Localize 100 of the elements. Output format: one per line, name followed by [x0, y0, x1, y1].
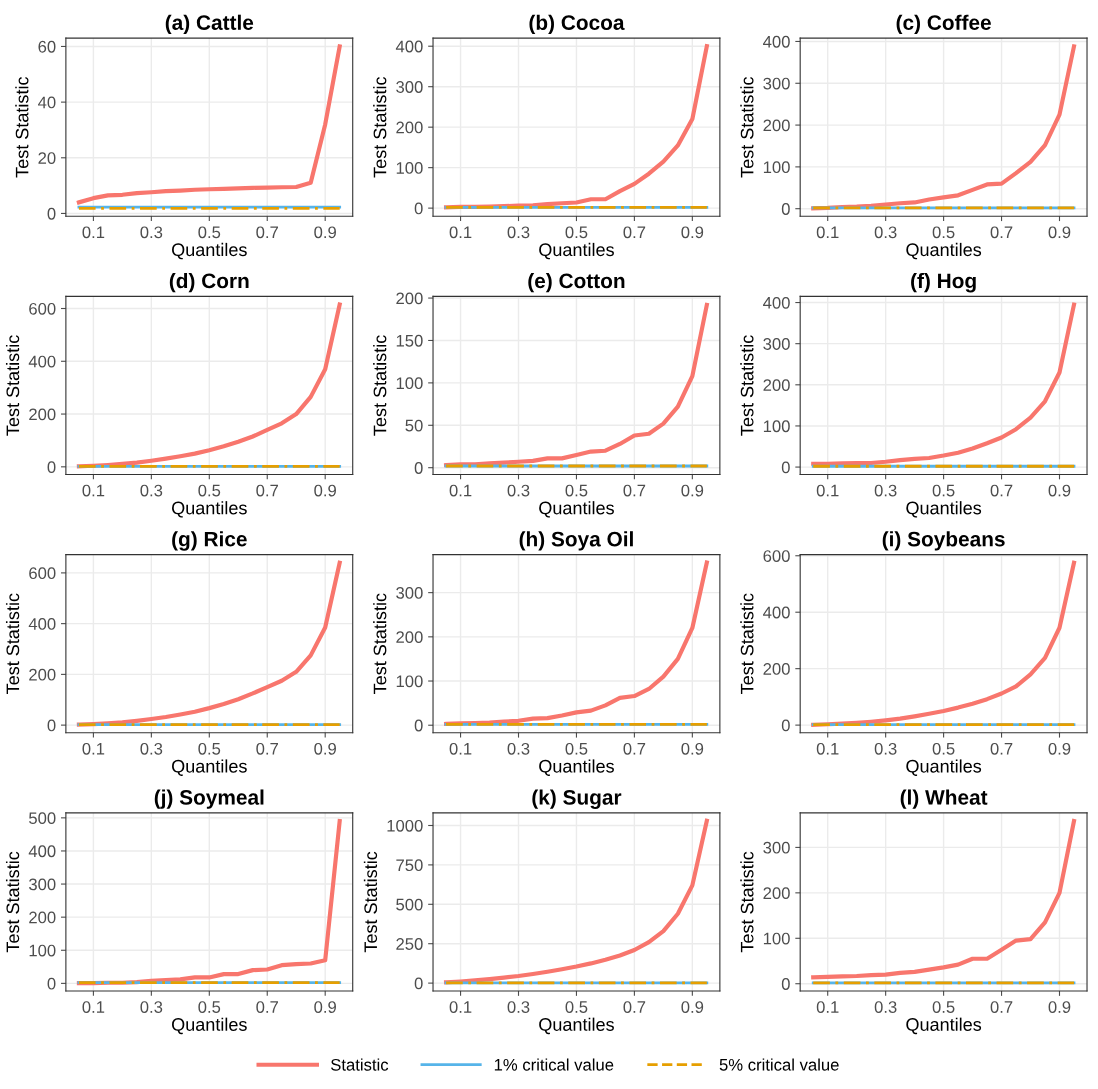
y-tick-label: 200 — [396, 121, 423, 134]
y-tick-label: 150 — [396, 334, 423, 347]
x-tick-label: 0.9 — [681, 226, 704, 239]
y-axis-title: Test Statistic — [740, 76, 754, 178]
x-tick-label: 0.9 — [314, 484, 336, 497]
y-tick-label: 200 — [29, 408, 56, 421]
y-tick-label: 100 — [29, 944, 56, 957]
x-axis-title: Quantiles — [172, 501, 247, 518]
x-tick-label: 0.9 — [1048, 226, 1071, 239]
y-axis-title: Test Statistic — [5, 593, 20, 694]
y-axis-title: Test Statistic — [740, 851, 754, 953]
x-tick-label: 0.3 — [874, 484, 897, 497]
y-tick-label: 100 — [763, 932, 790, 945]
x-tick-label: 0.3 — [874, 742, 897, 755]
chart-title: (c) Coffee — [896, 14, 991, 35]
x-tick-label: 0.5 — [932, 1001, 955, 1013]
x-tick-label: 0.3 — [507, 484, 530, 497]
y-tick-label: 200 — [763, 663, 790, 675]
y-tick-label: 750 — [396, 859, 423, 872]
y-axis-title: Test Statistic — [373, 76, 387, 178]
x-tick-label: 0.5 — [198, 742, 221, 755]
y-tick-label: 400 — [763, 35, 790, 48]
x-tick-label: 0.1 — [449, 742, 472, 755]
x-tick-label: 0.9 — [1048, 484, 1071, 497]
y-tick-label: 0 — [47, 977, 56, 990]
y-tick-label: 200 — [29, 668, 56, 681]
x-axis-title: Quantiles — [172, 242, 247, 260]
chart-title: (k) Sugar — [532, 789, 622, 809]
y-tick-label: 0 — [781, 203, 790, 215]
y-tick-label: 40 — [38, 96, 56, 109]
x-axis-title: Quantiles — [172, 1017, 247, 1035]
chart-title: (g) Rice — [172, 531, 247, 551]
y-tick-label: 1000 — [387, 819, 423, 832]
y-tick-label: 100 — [396, 162, 423, 174]
y-axis-title: Test Statistic — [373, 335, 387, 436]
y-tick-label: 200 — [763, 887, 790, 900]
y-tick-label: 300 — [396, 587, 423, 599]
chart-title: (j) Soymeal — [154, 789, 264, 809]
x-tick-label: 0.1 — [449, 1001, 472, 1013]
y-tick-label: 300 — [763, 338, 790, 350]
x-tick-label: 0.1 — [816, 742, 839, 755]
chart-title: (a) Cattle — [165, 14, 254, 35]
x-tick-label: 0.9 — [681, 484, 704, 497]
x-axis-title: Quantiles — [539, 1017, 614, 1035]
chart-title: (e) Cotton — [528, 272, 625, 293]
x-tick-label: 0.5 — [565, 742, 588, 755]
x-tick-label: 0.3 — [140, 1001, 163, 1013]
x-tick-label: 0.1 — [816, 226, 839, 239]
chart-title: (h) Soya Oil — [519, 531, 633, 551]
x-axis-title: Quantiles — [906, 242, 982, 260]
y-tick-label: 300 — [28, 878, 56, 891]
x-tick-label: 0.7 — [990, 226, 1013, 239]
x-tick-label: 0.5 — [198, 226, 221, 239]
x-tick-label: 0.1 — [82, 226, 105, 239]
y-tick-label: 250 — [396, 938, 423, 950]
x-axis-title: Quantiles — [539, 501, 614, 518]
x-tick-label: 0.9 — [1048, 1001, 1071, 1013]
y-tick-label: 200 — [396, 631, 423, 644]
x-tick-label: 0.9 — [314, 226, 336, 239]
x-tick-label: 0.7 — [623, 742, 646, 755]
y-tick-label: 400 — [28, 845, 56, 858]
x-tick-label: 0.5 — [198, 484, 221, 497]
y-tick-label: 500 — [29, 812, 56, 825]
y-axis-title: Test Statistic — [740, 335, 754, 436]
x-tick-label: 0.5 — [565, 226, 588, 239]
y-tick-label: 0 — [414, 202, 423, 215]
y-axis-title: Test Statistic — [373, 593, 387, 694]
y-tick-label: 0 — [414, 719, 423, 732]
y-tick-label: 60 — [38, 40, 56, 53]
y-axis-title: Test Statistic — [740, 593, 754, 694]
y-tick-label: 0 — [414, 462, 423, 474]
y-tick-label: 200 — [29, 911, 56, 924]
chart-title: (b) Cocoa — [529, 14, 625, 35]
x-axis-title: Quantiles — [539, 759, 614, 776]
x-tick-label: 0.1 — [82, 742, 105, 755]
y-tick-label: 100 — [396, 675, 423, 688]
y-axis-title: Test Statistic — [363, 851, 378, 953]
y-tick-label: 0 — [47, 719, 56, 732]
y-tick-label: 0 — [781, 719, 790, 732]
x-tick-label: 0.1 — [816, 484, 839, 497]
y-tick-label: 400 — [395, 40, 423, 53]
y-tick-label: 400 — [28, 355, 56, 368]
y-tick-label: 50 — [405, 419, 423, 432]
y-tick-label: 200 — [396, 292, 423, 305]
x-axis-title: Quantiles — [172, 759, 247, 776]
x-tick-label: 0.9 — [314, 742, 336, 755]
x-tick-label: 0.1 — [816, 1001, 839, 1013]
y-axis-title: Test Statistic — [5, 851, 20, 953]
y-tick-label: 400 — [763, 296, 790, 309]
x-tick-label: 0.7 — [256, 1001, 278, 1013]
x-tick-label: 0.9 — [681, 742, 704, 755]
chart-title: (f) Hog — [911, 272, 976, 293]
x-tick-label: 0.9 — [1048, 742, 1071, 755]
x-tick-label: 0.1 — [82, 1001, 105, 1013]
x-axis-title: Quantiles — [906, 1017, 982, 1035]
x-tick-label: 0.9 — [681, 1001, 704, 1013]
x-tick-label: 0.7 — [990, 1001, 1013, 1013]
y-tick-label: 100 — [396, 377, 423, 390]
y-tick-label: 200 — [763, 379, 790, 392]
x-tick-label: 0.9 — [314, 1001, 336, 1013]
